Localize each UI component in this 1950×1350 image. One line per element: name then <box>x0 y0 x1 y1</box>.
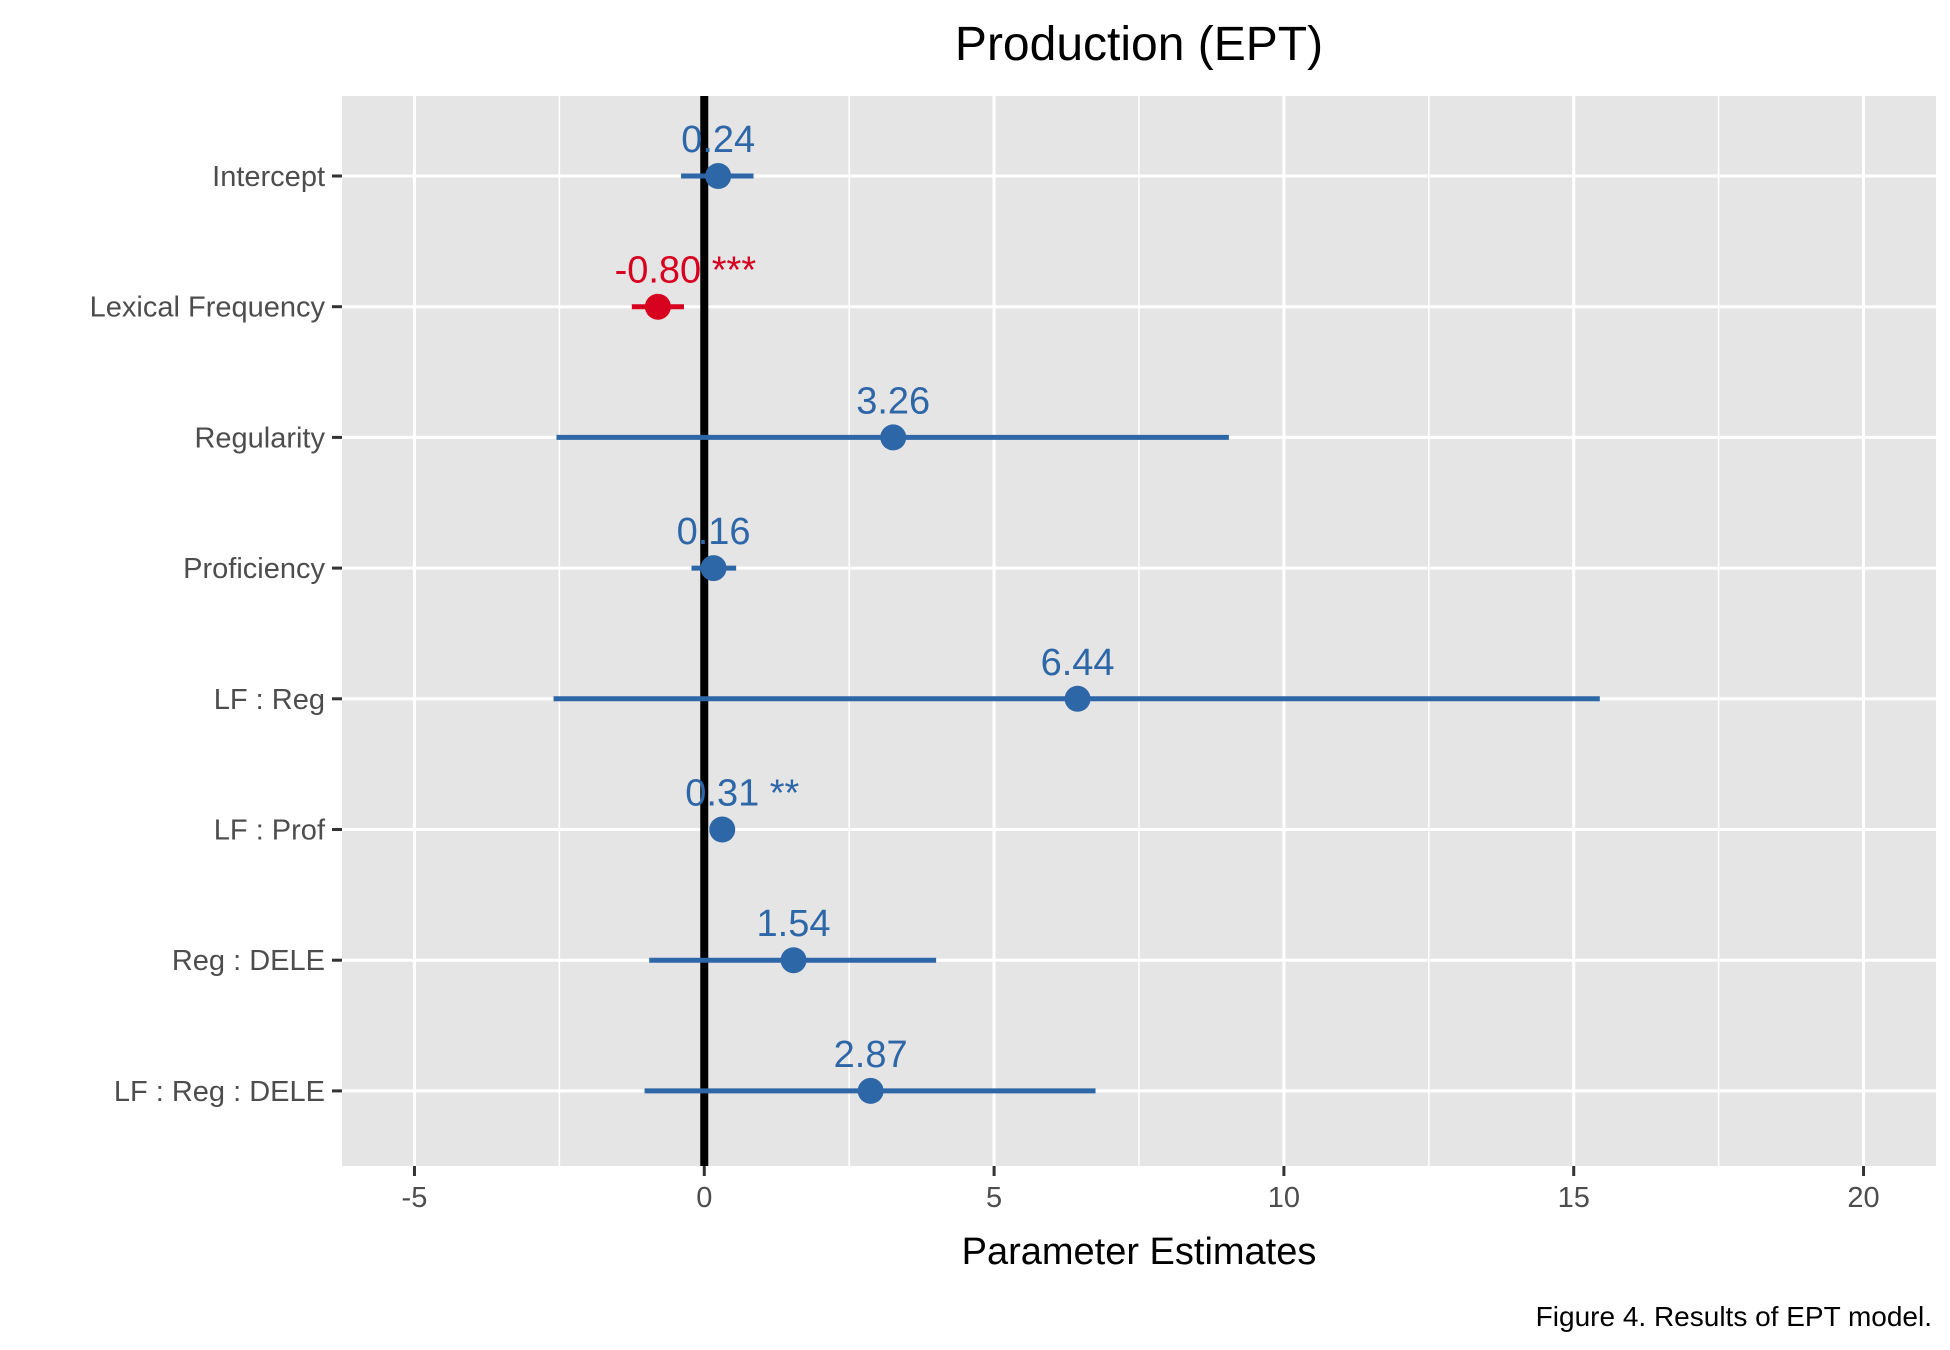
estimate-point <box>1064 685 1091 712</box>
x-tick-label: 20 <box>1847 1182 1879 1214</box>
figure-caption: Figure 4. Results of EPT model. <box>1536 1301 1932 1332</box>
x-axis-title: Parameter Estimates <box>962 1231 1317 1273</box>
x-tick-label: 15 <box>1558 1182 1590 1214</box>
estimate-point <box>700 555 727 582</box>
x-tick-label: 5 <box>986 1182 1002 1214</box>
estimate-label: 3.26 <box>856 380 930 422</box>
x-tick-label: -5 <box>402 1182 428 1214</box>
estimate-point <box>709 816 736 843</box>
y-tick-label: Intercept <box>212 161 325 193</box>
y-tick-label: LF : Prof <box>214 815 326 847</box>
estimate-point <box>880 424 907 451</box>
estimate-point <box>857 1077 884 1104</box>
estimate-label: -0.80 *** <box>615 250 757 292</box>
y-tick-label: LF : Reg <box>214 684 325 716</box>
x-tick-label: 0 <box>696 1182 712 1214</box>
estimate-label: 0.24 <box>681 119 755 161</box>
estimates-layer: 0.24 -0.80 *** 3.26 0.16 6.44 0.31 ** 1.54 2.87 <box>553 119 1600 1104</box>
y-tick-label: LF : Reg : DELE <box>114 1076 325 1108</box>
x-tick-label: 10 <box>1268 1182 1300 1214</box>
axes-layer: Intercept Lexical Frequency Regularity Prof… <box>90 161 1880 1214</box>
estimate-point <box>705 163 732 189</box>
estimate-label: 6.44 <box>1041 642 1115 684</box>
estimate-point <box>644 293 671 320</box>
y-tick-label: Regularity <box>194 422 325 454</box>
chart-title: Production (EPT) <box>955 18 1323 71</box>
estimate-label: 2.87 <box>834 1034 908 1076</box>
estimate-label: 0.31 ** <box>685 773 799 815</box>
estimate-label: 1.54 <box>757 903 831 945</box>
estimate-point <box>780 947 807 974</box>
y-tick-label: Proficiency <box>183 553 325 585</box>
y-tick-label: Lexical Frequency <box>90 292 326 324</box>
y-tick-label: Reg : DELE <box>172 945 325 977</box>
estimate-label: 0.16 <box>677 511 751 553</box>
